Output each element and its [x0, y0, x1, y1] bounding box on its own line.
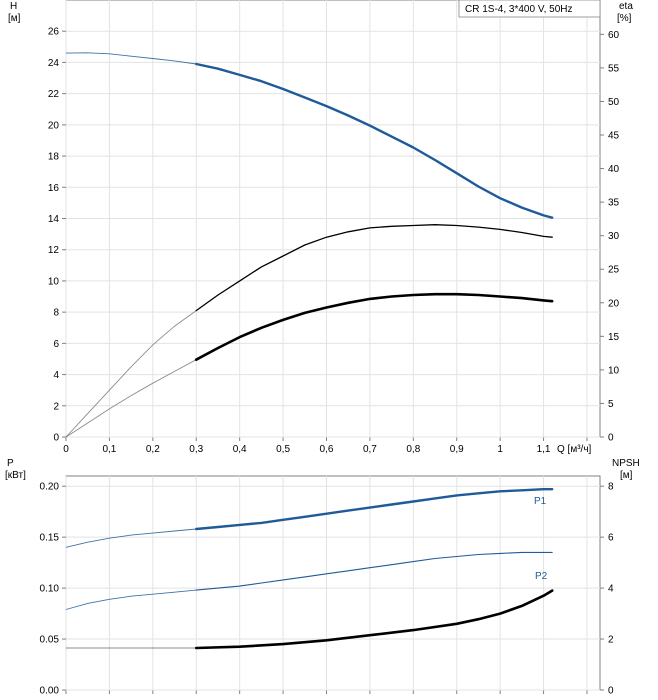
x-tick-label: 0,5 [276, 444, 290, 455]
y-tick-label-right: 6 [608, 533, 614, 544]
series-line [195, 551, 553, 591]
y-tick-label-left: 12 [48, 245, 60, 256]
y-tick-label-right: 20 [608, 298, 620, 309]
x-tick-label: 1 [497, 444, 503, 455]
y-tick-label-right: 35 [608, 198, 620, 209]
series-line [195, 62, 554, 219]
right-axis-unit-npsh: [м] [620, 470, 633, 481]
y-tick-label-right: 25 [608, 265, 620, 276]
x-axis-label: Q [м³/ч] [557, 444, 592, 455]
series-line-extension [65, 528, 197, 548]
title-box [458, 0, 601, 18]
left-axis-unit-p: [кВт] [5, 470, 26, 481]
y-tick-label-left: 6 [53, 339, 59, 350]
x-tick-label: 0,9 [450, 444, 464, 455]
series-line-extension [65, 359, 197, 438]
right-axis-label-npsh: NPSH [612, 458, 640, 469]
y-tick-label-right: 60 [608, 30, 620, 41]
y-tick-label-right: 30 [608, 231, 620, 242]
x-tick-label: 0,6 [320, 444, 334, 455]
series-line [194, 589, 554, 650]
series-line-extension [65, 310, 197, 438]
y-tick-label-left: 0.15 [40, 533, 60, 544]
y-tick-label-right: 0 [608, 433, 614, 444]
series-line-extension [65, 52, 197, 65]
y-tick-label-left: 2 [53, 401, 59, 412]
y-tick-label-left: 0.05 [40, 635, 60, 646]
y-tick-label-right: 40 [608, 164, 620, 175]
y-tick-label-right: 55 [608, 63, 620, 74]
y-tick-label-left: 8 [53, 308, 59, 319]
y-tick-label-left: 20 [48, 120, 60, 131]
y-tick-label-left: 16 [48, 183, 60, 194]
y-tick-label-left: 0 [53, 433, 59, 444]
series-line [195, 224, 553, 312]
y-tick-label-right: 45 [608, 131, 620, 142]
y-tick-label-right: 50 [608, 97, 620, 108]
y-tick-label-left: 24 [48, 58, 60, 69]
series-label-p1: P1 [534, 496, 547, 507]
x-tick-label: 0,2 [146, 444, 160, 455]
y-tick-label-left: 0.00 [40, 686, 60, 697]
right-axis-label-eta: eta [619, 1, 633, 12]
y-tick-label-left: 18 [48, 152, 60, 163]
series-line [195, 488, 554, 531]
y-tick-label-right: 5 [608, 399, 614, 410]
y-tick-label-right: 0 [608, 686, 614, 697]
right-axis-unit-eta: [%] [617, 13, 632, 24]
left-axis-label-h: H [10, 1, 17, 12]
y-tick-label-left: 22 [48, 89, 60, 100]
y-tick-label-left: 0.10 [40, 584, 60, 595]
plot-layer: 0246810121416182022242605101520253035404… [40, 0, 620, 697]
series-label-p2: P2 [535, 571, 548, 582]
series-line [194, 292, 554, 361]
y-tick-label-right: 2 [608, 635, 614, 646]
y-tick-label-right: 8 [608, 482, 614, 493]
y-tick-label-left: 14 [48, 214, 60, 225]
y-tick-label-right: 10 [608, 365, 620, 376]
x-tick-label: 0,4 [233, 444, 247, 455]
x-tick-label: 0,8 [406, 444, 420, 455]
y-tick-label-left: 0.20 [40, 482, 60, 493]
series-line-extension [65, 589, 197, 610]
y-tick-label-left: 4 [53, 370, 59, 381]
y-tick-label-left: 26 [48, 27, 60, 38]
left-axis-unit-h: [м] [8, 13, 21, 24]
left-axis-label-p: P [7, 458, 14, 469]
x-tick-label: 1,1 [537, 444, 551, 455]
y-tick-label-right: 4 [608, 584, 614, 595]
plot-frame-1 [65, 475, 601, 691]
chart-title: CR 1S-4, 3*400 V, 50Hz [465, 4, 572, 15]
x-tick-label: 0,1 [102, 444, 116, 455]
x-tick-label: 0 [63, 444, 69, 455]
x-tick-label: 0,3 [189, 444, 203, 455]
y-tick-label-right: 15 [608, 332, 620, 343]
y-tick-label-left: 10 [48, 276, 60, 287]
x-tick-label: 0,7 [363, 444, 377, 455]
